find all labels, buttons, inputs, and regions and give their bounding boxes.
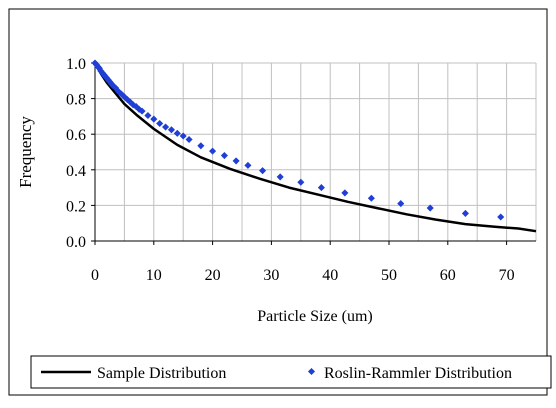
data-point-roslin-rammler bbox=[179, 132, 187, 140]
legend-box bbox=[30, 355, 552, 389]
data-point-roslin-rammler bbox=[461, 209, 469, 217]
y-tick-label: 1.0 bbox=[66, 56, 86, 73]
y-tick-label: 0.4 bbox=[66, 163, 86, 180]
legend-marker-roslin bbox=[307, 367, 316, 376]
data-point-roslin-rammler bbox=[144, 111, 152, 120]
data-point-roslin-rammler bbox=[220, 152, 228, 160]
x-tick-label: 0 bbox=[91, 267, 99, 284]
data-point-roslin-rammler bbox=[185, 135, 193, 144]
legend: Sample Distribution Roslin-Rammler Distr… bbox=[30, 355, 552, 389]
y-tick-label: 0.8 bbox=[66, 92, 86, 109]
y-tick-label: 0.0 bbox=[66, 234, 86, 251]
x-tick-label: 20 bbox=[205, 267, 221, 284]
data-point-roslin-rammler bbox=[426, 204, 434, 212]
series-line-sample-distribution bbox=[93, 62, 537, 233]
x-tick-label: 10 bbox=[146, 267, 162, 284]
data-point-roslin-rammler bbox=[497, 213, 505, 221]
y-tick-label: 0.2 bbox=[66, 198, 86, 215]
x-tick-label: 40 bbox=[322, 267, 338, 284]
data-point-roslin-rammler bbox=[367, 194, 375, 202]
data-point-roslin-rammler bbox=[138, 107, 146, 115]
data-point-roslin-rammler bbox=[156, 119, 164, 128]
grid-lines bbox=[95, 62, 537, 241]
data-point-roslin-rammler bbox=[297, 178, 305, 186]
legend-label-roslin: Roslin-Rammler Distribution bbox=[324, 365, 512, 382]
y-tick-label: 0.6 bbox=[66, 127, 86, 144]
y-axis-label: Frequency bbox=[16, 116, 35, 188]
data-point-roslin-rammler bbox=[317, 184, 325, 192]
x-tick-label: 30 bbox=[263, 267, 279, 284]
x-axis-ticks: 0 10 20 30 40 50 60 70 bbox=[91, 241, 515, 284]
axes bbox=[94, 63, 536, 242]
plot-area bbox=[95, 63, 536, 241]
legend-label-sample: Sample Distribution bbox=[97, 365, 226, 382]
x-tick-label: 70 bbox=[499, 267, 515, 284]
data-point-roslin-rammler bbox=[232, 157, 240, 165]
data-point-roslin-rammler bbox=[197, 142, 205, 150]
data-point-roslin-rammler bbox=[341, 189, 349, 197]
x-tick-label: 60 bbox=[440, 267, 456, 284]
x-axis-label: Particle Size (um) bbox=[257, 308, 373, 325]
data-point-roslin-rammler bbox=[162, 123, 170, 131]
y-axis-ticks: 0.0 0.2 0.4 0.6 0.8 1.0 bbox=[66, 56, 95, 251]
data-point-roslin-rammler bbox=[259, 167, 267, 175]
x-tick-label: 50 bbox=[381, 267, 397, 284]
